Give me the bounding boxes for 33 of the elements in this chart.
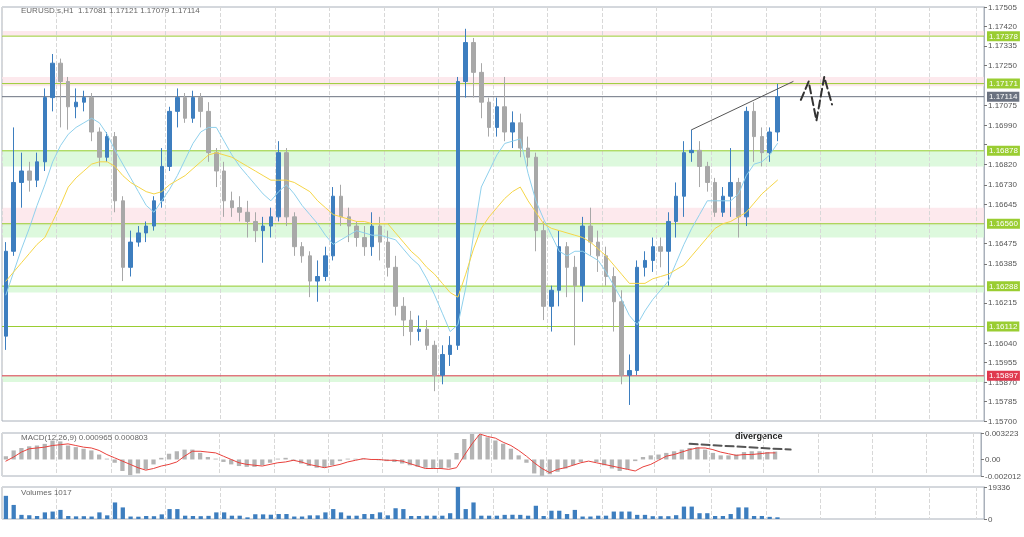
y-tick-label: 0.003223	[984, 428, 1019, 438]
y-tick-label: 1.17420	[988, 22, 1018, 31]
chart-title: Volumes 1017	[21, 487, 73, 497]
y-tick-label: 1.17075	[988, 101, 1018, 111]
y-tick-label: 1.16645	[988, 199, 1018, 209]
y-tick-label: 1.17250	[988, 60, 1018, 70]
chart-title: MACD(12,26,9) 0.000965 0.000803	[21, 432, 149, 442]
y-tick-label: 0	[988, 514, 993, 524]
ref-line-label: 1.16112	[989, 322, 1018, 331]
chart-title: EURUSD.s,H1 1.17081 1.17121 1.17079 1.17114	[21, 5, 201, 15]
y-tick-label: 1.16475	[988, 238, 1018, 248]
annotation: divergence	[735, 430, 783, 441]
ref-line-label: 1.17378	[989, 31, 1019, 41]
ref-line-label: 1.15897	[989, 371, 1019, 381]
ref-line-label: 1.17114	[989, 92, 1018, 102]
ref-line-label: 1.16560	[989, 219, 1019, 229]
y-tick-label: 1.17505	[988, 2, 1018, 12]
ref-line-label: 1.16288	[989, 281, 1019, 291]
y-tick-label: 0.00	[984, 454, 1002, 464]
y-tick-label: 1.15700	[988, 416, 1018, 426]
y-tick-label: 1.15785	[988, 397, 1018, 406]
y-tick-label: 1.16820	[988, 159, 1018, 169]
y-tick-label: -0.002012	[984, 471, 1022, 481]
y-tick-label: 1.15955	[988, 358, 1018, 368]
y-tick-label: 1.17335	[988, 41, 1018, 51]
y-tick-label: 19336	[988, 482, 1011, 492]
y-tick-label: 1.16385	[988, 259, 1018, 269]
y-tick-label: 1.16730	[988, 180, 1018, 190]
ref-line-label: 1.16878	[989, 146, 1019, 156]
y-tick-label: 1.16215	[988, 298, 1018, 308]
y-tick-label: 1.16990	[988, 120, 1018, 130]
ref-line-label: 1.17171	[989, 79, 1019, 89]
y-tick-label: 1.16040	[988, 338, 1018, 348]
